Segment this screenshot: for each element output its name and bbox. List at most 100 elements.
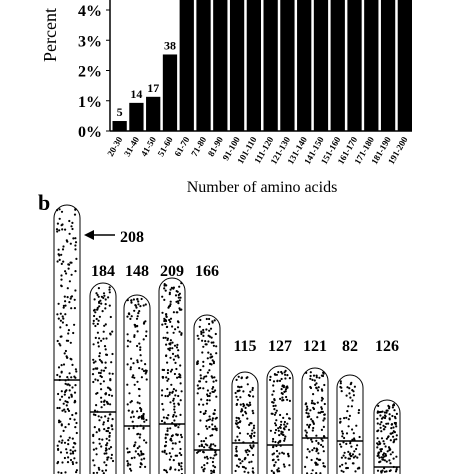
dot (95, 431, 98, 434)
dot (107, 296, 110, 299)
dot (199, 374, 202, 377)
bar (347, 0, 362, 131)
dot (180, 390, 183, 393)
dot (71, 450, 75, 453)
dot (376, 446, 379, 449)
dot (165, 440, 168, 444)
dot (173, 372, 176, 376)
dot (136, 297, 139, 301)
dot (178, 375, 181, 379)
dot (180, 468, 183, 471)
dot (64, 349, 67, 353)
dot (309, 423, 312, 426)
count-label: 82 (342, 338, 358, 355)
dot (92, 448, 95, 451)
dot (235, 395, 238, 398)
dot (136, 433, 139, 436)
dot (165, 284, 168, 287)
dot (237, 375, 240, 378)
dot (173, 419, 176, 422)
dot (67, 423, 70, 426)
dot (71, 221, 74, 224)
dot (241, 460, 244, 463)
dot (67, 329, 70, 332)
dot (178, 452, 181, 455)
x-tick-label: 41-50 (139, 135, 158, 159)
dot (93, 409, 97, 412)
dot (169, 466, 172, 469)
dot (128, 450, 131, 454)
dot (73, 213, 77, 216)
dot (161, 295, 164, 298)
dot (72, 237, 75, 240)
dot (179, 382, 182, 385)
dot (202, 328, 205, 332)
dot (344, 456, 347, 459)
dot (240, 385, 243, 388)
dot (317, 452, 320, 455)
dot (133, 335, 136, 338)
dot (280, 420, 283, 423)
dot (142, 304, 145, 307)
dot (68, 384, 71, 387)
dot (235, 447, 238, 450)
dot (134, 304, 137, 307)
dot (249, 422, 252, 425)
dot (138, 367, 141, 370)
dot (202, 331, 205, 334)
dot (353, 437, 356, 440)
dot (211, 359, 214, 362)
dot (277, 441, 280, 444)
dot (314, 461, 317, 464)
count-label: 121 (303, 338, 327, 355)
dot (391, 451, 394, 454)
dot (273, 408, 276, 411)
dot (305, 435, 308, 438)
dot (199, 386, 202, 390)
dot (378, 456, 381, 459)
dot (383, 442, 386, 445)
dot (208, 369, 211, 372)
dot (212, 457, 215, 460)
dot (166, 387, 169, 391)
dot (178, 330, 181, 333)
dot (73, 298, 76, 301)
dot (388, 413, 391, 416)
dot (61, 439, 64, 442)
dot (97, 341, 100, 344)
dot (383, 416, 387, 420)
dot (66, 376, 69, 379)
dot (64, 426, 67, 429)
dot (109, 413, 112, 416)
dot (358, 466, 361, 469)
dot (61, 228, 64, 231)
bar-count-label: 14 (130, 87, 142, 101)
dot (63, 456, 66, 460)
dot (199, 410, 202, 414)
dot (202, 365, 205, 368)
dot (234, 391, 237, 395)
dot (339, 380, 342, 383)
dot (64, 228, 67, 231)
dot (129, 317, 132, 320)
dot (199, 318, 202, 322)
dot (237, 458, 241, 461)
dot (143, 439, 146, 442)
dot (102, 330, 105, 333)
x-tick-label: 20-30 (105, 135, 124, 159)
dot (276, 380, 279, 383)
dot (94, 336, 97, 339)
dot (321, 397, 324, 400)
dot (251, 429, 254, 432)
bar (146, 96, 161, 131)
dot (142, 427, 145, 430)
dot (169, 303, 172, 306)
dot (201, 339, 204, 342)
dot (274, 461, 277, 464)
dot (170, 439, 173, 442)
bar-count-label: 5 (117, 105, 123, 119)
dot (251, 409, 254, 412)
dot (111, 330, 114, 333)
dot (211, 417, 214, 420)
dot (126, 299, 129, 302)
